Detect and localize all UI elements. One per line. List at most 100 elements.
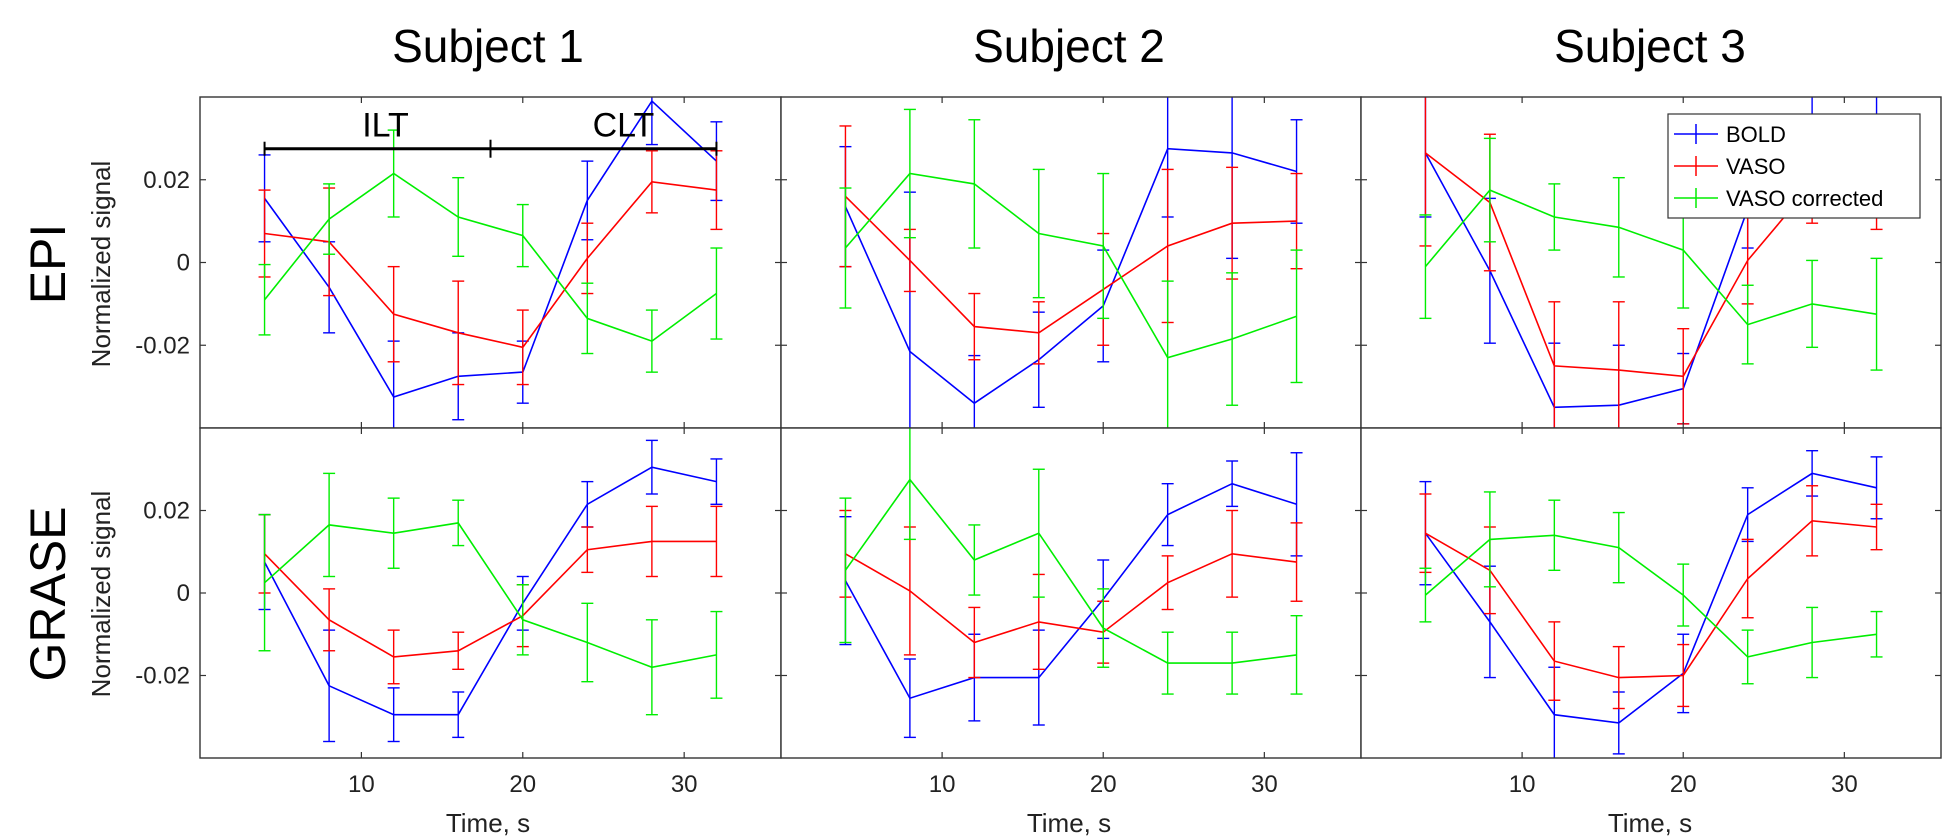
ilt-clt-annotation: ILT CLT <box>263 107 718 158</box>
errorbar-vaso-corrected-24 <box>581 282 594 355</box>
legend-entry-vaso: VASO <box>1674 154 1786 179</box>
ytick-label: 0.02 <box>143 498 190 525</box>
errorbar-vaso-corrected-20 <box>1097 172 1110 320</box>
errorbar-vaso-corrected-24 <box>1741 629 1754 685</box>
errorbar-vaso-16 <box>1612 645 1625 710</box>
series-line-vaso <box>845 552 1297 644</box>
errorbar-vaso-corrected-24 <box>1161 631 1174 695</box>
errorbar-vaso-corrected-32 <box>1290 249 1303 384</box>
errorbar-bold-28 <box>645 97 658 146</box>
panel-ticks <box>1361 428 1941 758</box>
errorbar-vaso-28 <box>1806 485 1819 557</box>
errorbar-vaso-corrected-28 <box>645 309 658 373</box>
errorbar-vaso-16 <box>1612 301 1625 428</box>
errorbar-vaso-32 <box>710 505 723 578</box>
column-title-3: Subject 3 <box>1554 20 1746 72</box>
row-title-epi: EPI <box>20 224 76 305</box>
panel-grase-subject-2 <box>780 427 1362 759</box>
errorbar-bold-12 <box>387 687 400 743</box>
tick-layer: -0.02 0 0.02 -0.02 0 0.02 10 20 30 10 20 30 10 20 30 <box>135 97 1941 798</box>
panel-background <box>1361 428 1941 758</box>
ytick-label: -0.02 <box>135 663 190 690</box>
column-title-2: Subject 2 <box>973 20 1165 72</box>
errorbar-vaso-corrected-12 <box>1548 183 1561 251</box>
panel-series <box>258 97 723 428</box>
errorbar-vaso-24 <box>1161 555 1174 611</box>
series-line-vaso-corrected <box>844 478 1297 664</box>
errorbar-vaso-12 <box>968 606 981 679</box>
errorbar-vaso-12 <box>1548 621 1561 701</box>
xtick-label: 30 <box>1831 771 1858 798</box>
errorbar-vaso-28 <box>1226 509 1239 598</box>
panel-series <box>1419 449 1883 758</box>
errorbar-vaso-corrected-32 <box>1870 610 1883 658</box>
panel-grase-subject-3 <box>1360 427 1942 759</box>
errorbar-vaso-corrected-16 <box>1612 511 1625 584</box>
errorbar-vaso-corrected-12 <box>968 524 981 596</box>
errorbar-vaso-corrected-16 <box>452 176 465 257</box>
panel-ticks <box>200 97 781 428</box>
errorbar-vaso-corrected-12 <box>387 129 400 218</box>
panel-ticks <box>781 97 1361 428</box>
series-line-vaso <box>844 195 1297 334</box>
errorbar-vaso-28 <box>645 505 658 578</box>
xlabel-col-1: Time, s <box>446 808 530 838</box>
errorbar-vaso-corrected-4 <box>258 513 271 652</box>
legend-label-vaso-corrected: VASO corrected <box>1726 186 1883 211</box>
row-title-grase: GRASE <box>20 506 76 681</box>
errorbar-vaso-12 <box>1548 301 1561 428</box>
errorbar-bold-16 <box>452 691 465 739</box>
series-line-bold <box>844 147 1297 405</box>
panel-ticks <box>1361 97 1941 428</box>
xtick-label: 10 <box>1509 771 1536 798</box>
ytick-label: 0 <box>177 580 190 607</box>
errorbar-vaso-corrected-16 <box>452 499 465 547</box>
plot-layer <box>199 96 1942 759</box>
errorbar-vaso-corrected-8 <box>903 428 916 541</box>
legend: BOLD VASO VASO corrected <box>1667 113 1921 219</box>
errorbar-vaso-corrected-20 <box>1097 588 1110 668</box>
errorbar-vaso-12 <box>387 629 400 685</box>
series-line-vaso-corrected <box>1424 534 1877 658</box>
series-line-vaso <box>1425 519 1877 679</box>
errorbar-vaso-corrected-8 <box>903 108 916 239</box>
errorbar-vaso-corrected-12 <box>387 497 400 569</box>
errorbar-vaso-8 <box>323 588 336 652</box>
errorbar-vaso-corrected-32 <box>710 610 723 699</box>
errorbar-vaso-corrected-8 <box>323 472 336 578</box>
errorbar-vaso-32 <box>1870 503 1883 551</box>
panel-ticks <box>200 428 781 758</box>
errorbar-vaso-corrected-20 <box>1677 563 1690 627</box>
errorbar-vaso-corrected-24 <box>1161 280 1174 428</box>
series-line-bold <box>263 466 717 716</box>
errorbar-vaso-corrected-20 <box>516 203 529 268</box>
ytick-label: -0.02 <box>135 332 190 359</box>
panel-epi-subject-2 <box>780 96 1362 429</box>
errorbar-vaso-corrected-4 <box>258 263 271 336</box>
errorbar-vaso-corrected-16 <box>1032 468 1045 598</box>
series-line-vaso <box>264 180 717 349</box>
panel-background <box>781 428 1361 758</box>
series-line-bold <box>263 99 717 398</box>
errorbar-vaso-corrected-28 <box>1226 272 1239 406</box>
errorbar-vaso-corrected-28 <box>1226 631 1239 695</box>
panel-grase-subject-1 <box>199 427 782 759</box>
errorbar-vaso-corrected-4 <box>839 187 852 309</box>
errorbar-vaso-16 <box>452 631 465 671</box>
errorbar-vaso-corrected-24 <box>581 602 594 683</box>
legend-label-bold: BOLD <box>1726 122 1786 147</box>
errorbar-vaso-24 <box>581 526 594 574</box>
errorbar-vaso-12 <box>387 265 400 363</box>
legend-label-vaso: VASO <box>1726 154 1786 179</box>
xtick-label: 20 <box>509 771 536 798</box>
xtick-label: 30 <box>1251 771 1278 798</box>
series-line-vaso <box>264 540 717 658</box>
errorbar-vaso-corrected-8 <box>323 183 336 255</box>
errorbar-bold-32 <box>710 458 723 506</box>
errorbar-bold-28 <box>1226 460 1239 508</box>
panel-series <box>258 439 723 743</box>
errorbar-vaso-12 <box>968 292 981 361</box>
xlabel-col-3: Time, s <box>1608 808 1692 838</box>
series-line-vaso-corrected <box>264 522 717 669</box>
errorbar-vaso-20 <box>1677 643 1690 708</box>
